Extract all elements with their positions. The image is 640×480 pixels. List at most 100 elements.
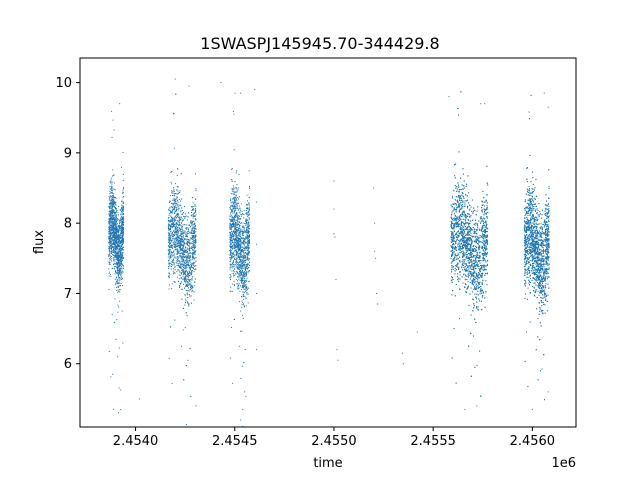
data-point [195, 219, 197, 221]
data-point [238, 345, 240, 347]
data-point [241, 246, 243, 248]
data-point [243, 361, 245, 363]
data-point [112, 224, 114, 226]
data-point [110, 211, 112, 213]
data-point [179, 255, 181, 257]
data-point [185, 298, 187, 300]
data-point [190, 286, 192, 288]
data-point [231, 219, 233, 220]
data-point [171, 219, 173, 221]
data-point [117, 219, 119, 221]
data-point [168, 258, 170, 260]
data-point [115, 242, 117, 244]
data-point [190, 266, 192, 268]
data-point [245, 395, 247, 397]
data-point [183, 240, 185, 242]
data-point [231, 254, 233, 256]
data-point [230, 286, 232, 288]
data-point [112, 254, 114, 256]
data-point [108, 213, 110, 215]
data-point [241, 271, 243, 273]
data-point [234, 284, 236, 286]
data-point [235, 246, 237, 248]
data-point [187, 230, 189, 232]
data-point [169, 201, 171, 203]
data-point [114, 252, 116, 254]
data-point [242, 267, 244, 269]
data-point [114, 238, 116, 240]
data-point [190, 396, 192, 398]
data-point [117, 311, 119, 313]
data-point [248, 248, 250, 250]
data-point [111, 183, 113, 185]
data-point [241, 296, 243, 298]
data-point [122, 173, 124, 175]
data-point [171, 224, 173, 226]
data-point [108, 226, 110, 228]
data-point [175, 201, 177, 203]
data-point [182, 211, 184, 213]
data-point [117, 286, 119, 288]
data-point [115, 228, 117, 230]
data-point [235, 231, 237, 233]
data-point [185, 215, 187, 217]
data-point [175, 231, 177, 233]
data-point [177, 250, 179, 252]
data-point [231, 235, 233, 237]
data-point [230, 240, 232, 242]
data-point [118, 272, 120, 274]
data-point [122, 231, 124, 232]
data-point [122, 217, 124, 219]
data-point [175, 244, 177, 246]
data-point [186, 242, 188, 244]
data-point [192, 254, 194, 256]
data-point [115, 219, 117, 221]
data-point [189, 279, 191, 281]
data-point [242, 237, 244, 239]
data-point [117, 244, 119, 246]
data-point [114, 230, 116, 232]
data-point [119, 235, 121, 237]
data-point [232, 232, 234, 234]
data-point [244, 257, 246, 259]
data-point [182, 270, 184, 272]
data-point [111, 250, 113, 252]
data-point [175, 232, 177, 234]
data-point [112, 226, 114, 228]
data-point [245, 252, 247, 254]
data-point [173, 250, 175, 252]
data-point [168, 228, 170, 230]
data-point [239, 253, 241, 255]
data-point [114, 220, 116, 222]
data-point [243, 291, 245, 293]
data-point [115, 227, 117, 229]
data-point [235, 186, 237, 188]
data-point [245, 231, 247, 233]
data-point [240, 264, 242, 266]
data-point [239, 246, 241, 248]
data-point [180, 234, 182, 236]
data-point [240, 377, 242, 379]
data-point [169, 252, 171, 254]
data-point [168, 262, 170, 264]
data-point [194, 248, 196, 250]
data-point [181, 239, 183, 241]
data-point [248, 228, 250, 230]
data-point [238, 225, 240, 227]
data-point [236, 267, 238, 269]
data-point [174, 256, 176, 258]
data-point [230, 224, 232, 226]
data-point [114, 213, 116, 215]
data-point [231, 226, 233, 228]
data-point [169, 221, 171, 223]
data-point [243, 288, 245, 290]
data-point [241, 226, 243, 228]
data-point [191, 270, 193, 272]
data-point [187, 272, 189, 274]
data-point [183, 264, 185, 266]
data-point [246, 249, 248, 251]
data-point [238, 245, 240, 247]
data-point [189, 232, 191, 234]
data-point [169, 236, 171, 238]
data-point [184, 302, 186, 304]
